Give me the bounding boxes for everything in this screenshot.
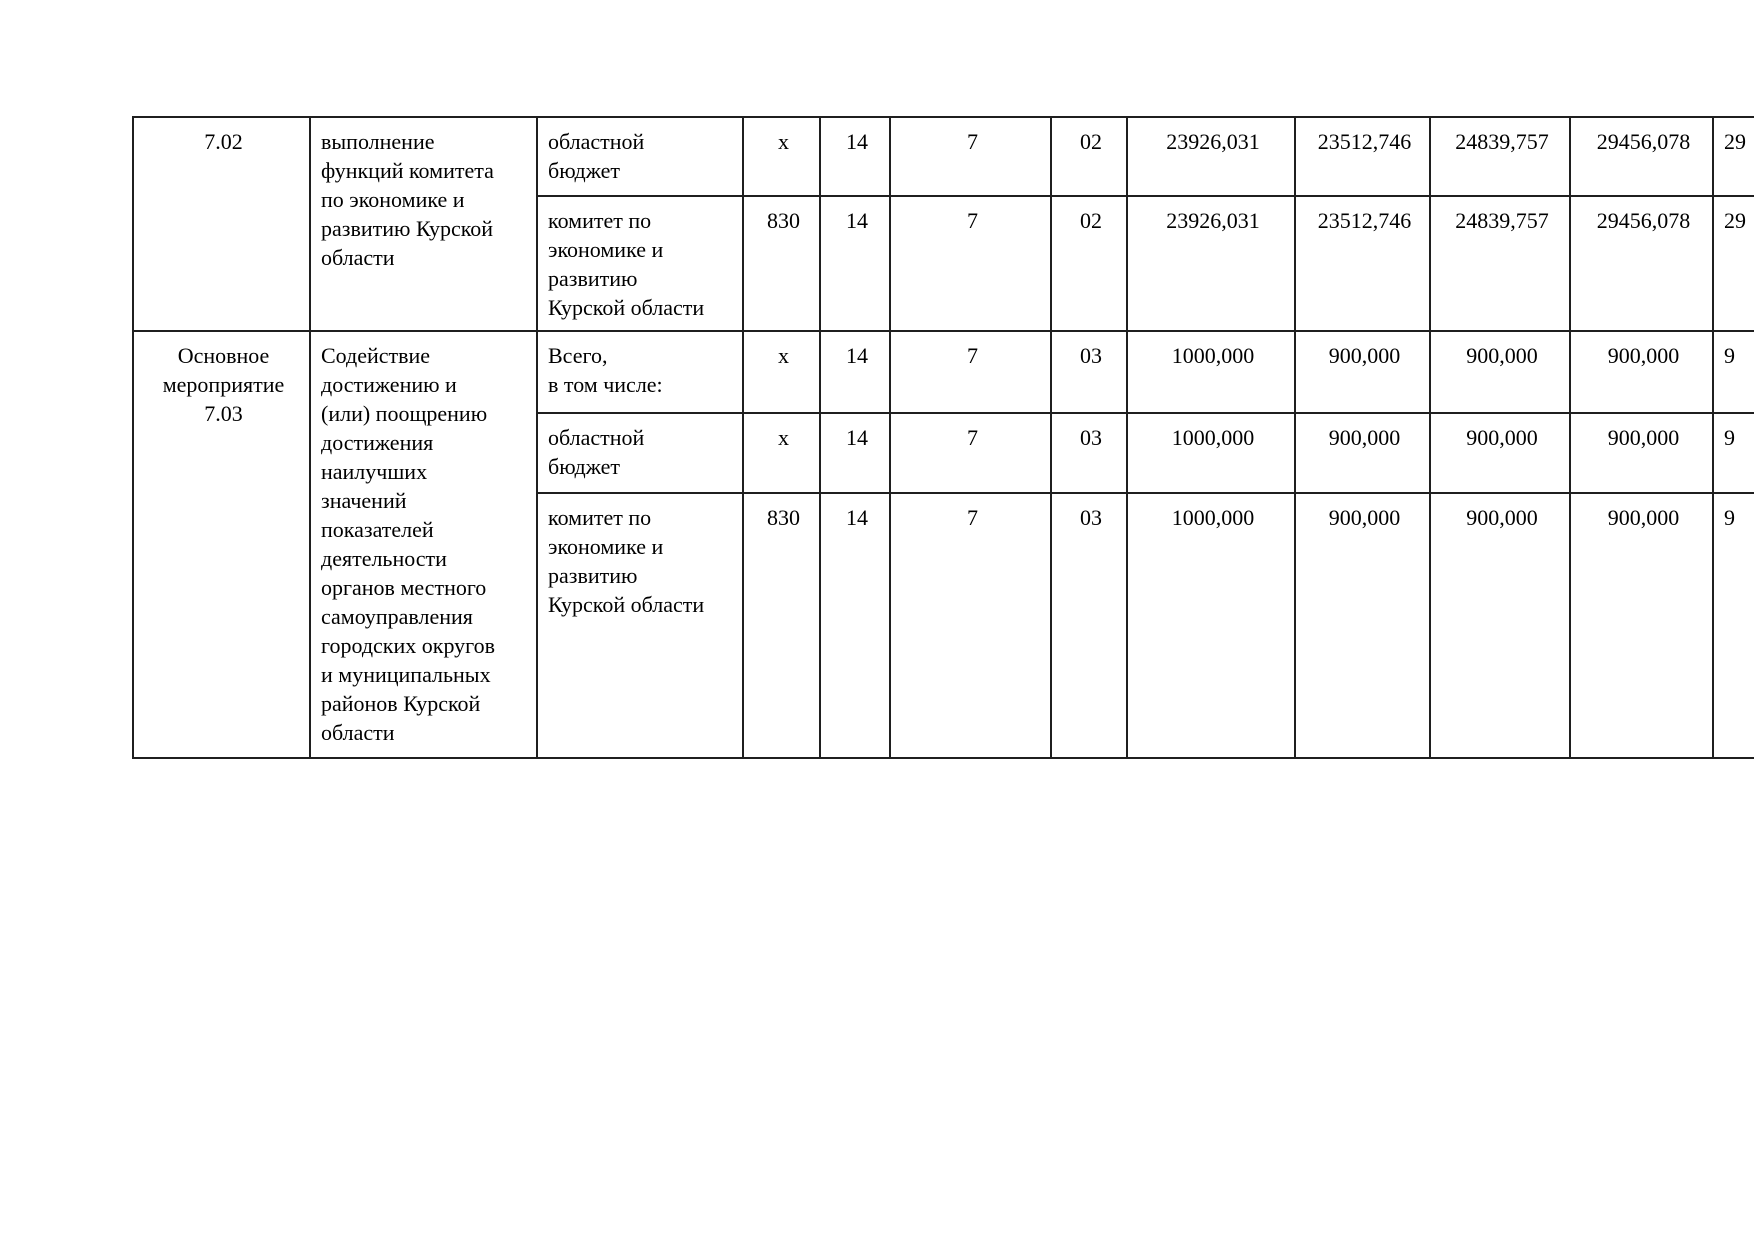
cell-subprogram-code: 7 [889, 412, 1052, 494]
cell-funding-source: комитет по экономике и развитию Курской … [536, 195, 744, 332]
cell-amount-year-5-truncated: 29 [1712, 116, 1754, 197]
cell-funding-source: областной бюджет [536, 412, 744, 494]
cell-amount-year-4: 900,000 [1569, 330, 1714, 414]
cell-subprogram-code: 7 [889, 330, 1052, 414]
cell-program-code: 14 [819, 330, 891, 414]
cell-measure-number: 03 [1050, 330, 1128, 414]
cell-amount-year-1: 23926,031 [1126, 195, 1296, 332]
cell-amount-year-3: 900,000 [1429, 412, 1571, 494]
cell-grbs-code: 830 [742, 195, 821, 332]
budget-table: 7.02 выполнение функций комитета по экон… [132, 116, 1754, 759]
cell-amount-year-2: 23512,746 [1294, 116, 1431, 197]
cell-amount-year-5-truncated: 9 [1712, 330, 1754, 414]
cell-amount-year-1: 1000,000 [1126, 330, 1296, 414]
cell-amount-year-3: 24839,757 [1429, 116, 1571, 197]
cell-measure-name: выполнение функций комитета по экономике… [309, 116, 538, 332]
cell-measure-number: 02 [1050, 195, 1128, 332]
cell-grbs-code: x [742, 116, 821, 197]
cell-amount-year-5-truncated: 9 [1712, 492, 1754, 759]
cell-grbs-code: x [742, 330, 821, 414]
cell-amount-year-3: 900,000 [1429, 492, 1571, 759]
cell-amount-year-1: 1000,000 [1126, 412, 1296, 494]
cell-amount-year-4: 900,000 [1569, 492, 1714, 759]
cell-subprogram-code: 7 [889, 492, 1052, 759]
cell-amount-year-5-truncated: 9 [1712, 412, 1754, 494]
cell-amount-year-1: 1000,000 [1126, 492, 1296, 759]
cell-measure-name: Содействие достижению и (или) поощрению … [309, 330, 538, 759]
cell-subprogram-code: 7 [889, 116, 1052, 197]
cell-amount-year-4: 29456,078 [1569, 195, 1714, 332]
cell-program-code: 14 [819, 195, 891, 332]
row-7-03-committee: комитет по экономике и развитию Курской … [133, 492, 1754, 759]
cell-amount-year-2: 900,000 [1294, 492, 1431, 759]
cell-grbs-code: 830 [742, 492, 821, 759]
cell-funding-source: Всего, в том числе: [536, 330, 744, 414]
cell-amount-year-3: 900,000 [1429, 330, 1571, 414]
cell-program-code: 14 [819, 116, 891, 197]
cell-measure-code: 7.02 [132, 116, 311, 332]
cell-program-code: 14 [819, 412, 891, 494]
cell-amount-year-1: 23926,031 [1126, 116, 1296, 197]
cell-amount-year-5-truncated: 29 [1712, 195, 1754, 332]
cell-grbs-code: x [742, 412, 821, 494]
cell-funding-source: областной бюджет [536, 116, 744, 197]
row-7-03-total: Основное мероприятие 7.03 Содействие дос… [132, 330, 1754, 759]
cell-amount-year-4: 900,000 [1569, 412, 1714, 494]
cell-amount-year-2: 900,000 [1294, 412, 1431, 494]
cell-measure-number: 02 [1050, 116, 1128, 197]
cell-funding-source: комитет по экономике и развитию Курской … [536, 492, 744, 759]
cell-measure-number: 03 [1050, 412, 1128, 494]
cell-amount-year-2: 900,000 [1294, 330, 1431, 414]
cell-measure-code: Основное мероприятие 7.03 [132, 330, 311, 759]
cell-program-code: 14 [819, 492, 891, 759]
cell-amount-year-2: 23512,746 [1294, 195, 1431, 332]
cell-amount-year-4: 29456,078 [1569, 116, 1714, 197]
cell-subprogram-code: 7 [889, 195, 1052, 332]
row-7-02-oblast-budget: 7.02 выполнение функций комитета по экон… [132, 116, 1754, 332]
cell-amount-year-3: 24839,757 [1429, 195, 1571, 332]
row-7-02-committee: комитет по экономике и развитию Курской … [133, 195, 1754, 332]
row-7-03-oblast-budget: областной бюджет x 14 7 03 1000,000 900,… [133, 412, 1754, 494]
cell-measure-number: 03 [1050, 492, 1128, 759]
